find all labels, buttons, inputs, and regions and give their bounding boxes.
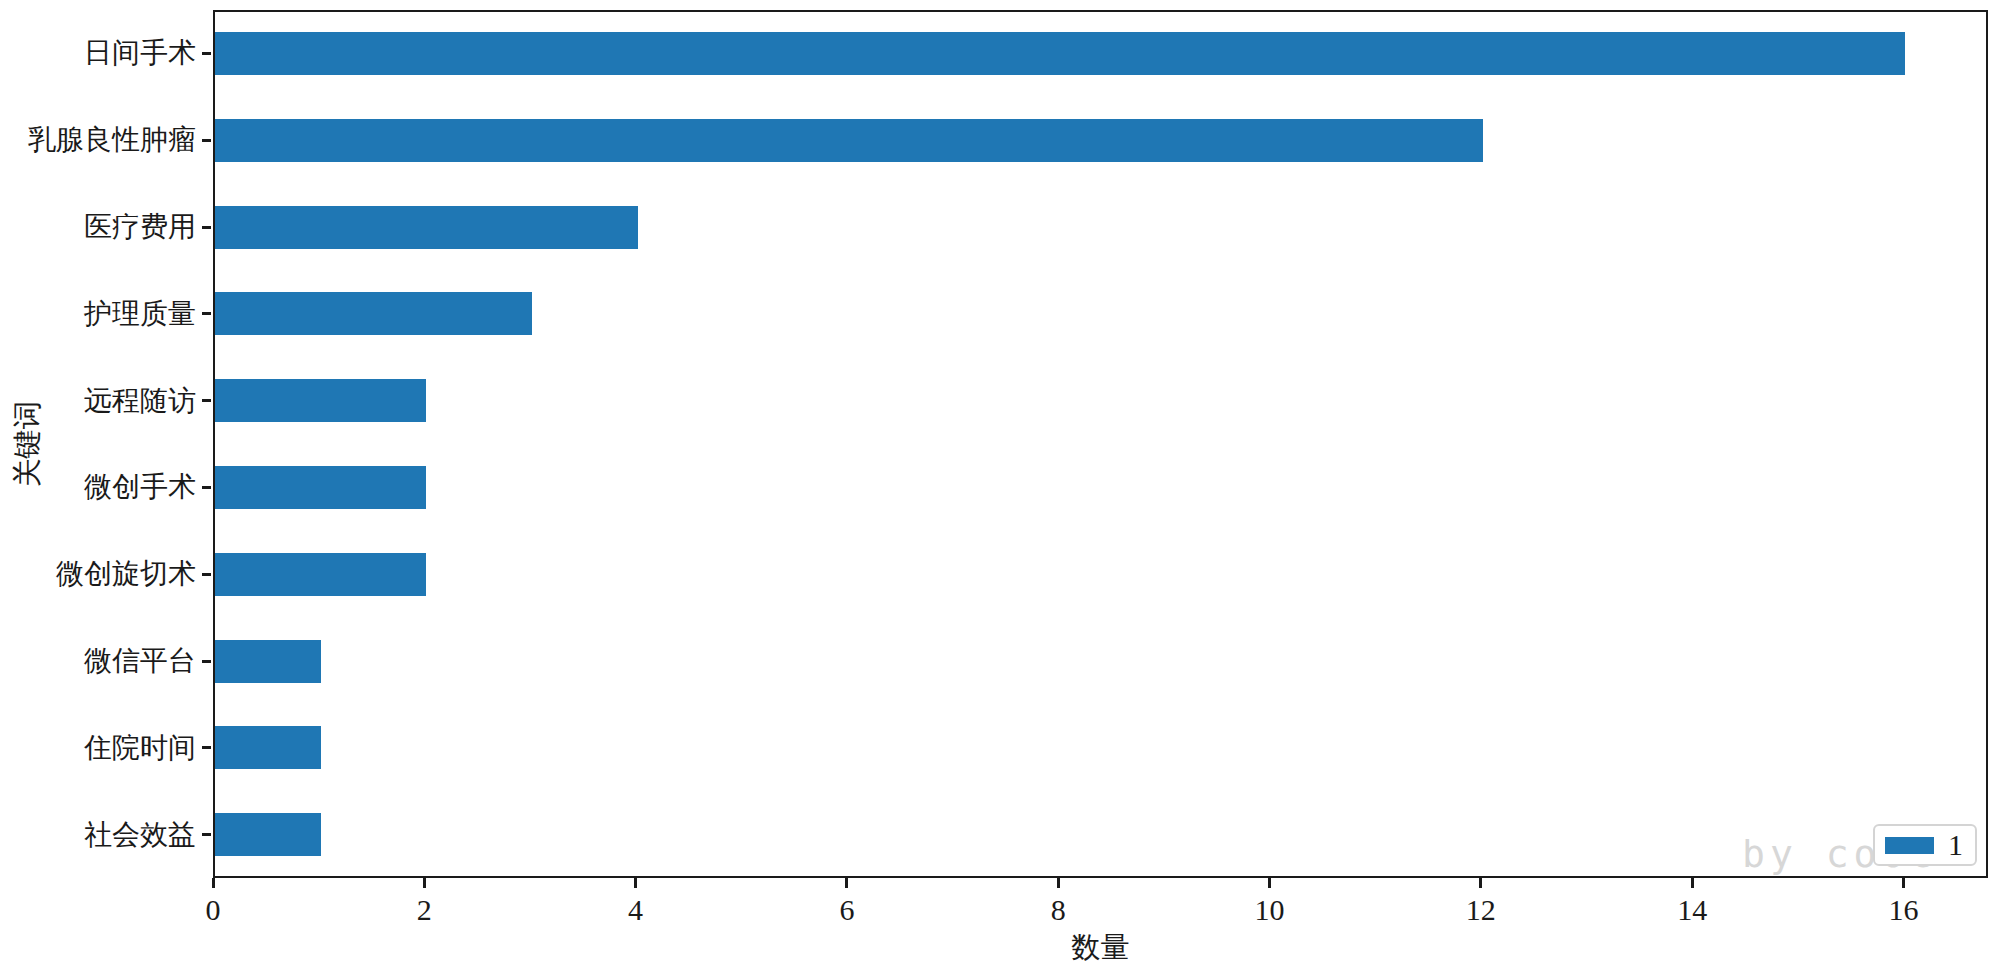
legend: 1 (1873, 824, 1977, 866)
y-tick-mark (202, 226, 211, 229)
plot-area (213, 10, 1988, 878)
y-category-label: 远程随访 (0, 387, 196, 415)
x-tick-mark (212, 878, 215, 888)
y-category-label: 乳腺良性肿瘤 (0, 126, 196, 154)
x-axis-title: 数量 (213, 928, 1988, 961)
x-tick-mark (1902, 878, 1905, 888)
y-tick-mark (202, 746, 211, 749)
bar-住院时间 (215, 726, 321, 769)
y-tick-mark (202, 660, 211, 663)
bar-社会效益 (215, 813, 321, 856)
x-tick-mark (1268, 878, 1271, 888)
bar-微创手术 (215, 466, 426, 509)
x-tick-mark (1691, 878, 1694, 888)
x-tick-mark (1479, 878, 1482, 888)
x-tick-label: 8 (1051, 893, 1066, 927)
x-tick-label: 4 (628, 893, 643, 927)
x-tick-mark (634, 878, 637, 888)
y-tick-mark (202, 52, 211, 55)
x-tick-label: 12 (1466, 893, 1496, 927)
y-tick-mark (202, 399, 211, 402)
bar-微创旋切术 (215, 553, 426, 596)
legend-swatch-icon (1885, 837, 1934, 854)
x-tick-label: 14 (1677, 893, 1707, 927)
x-tick-label: 10 (1255, 893, 1285, 927)
x-tick-label: 0 (206, 893, 221, 927)
bar-远程随访 (215, 379, 426, 422)
y-category-label: 微创旋切术 (0, 560, 196, 588)
y-category-label: 住院时间 (0, 734, 196, 762)
bar-乳腺良性肿瘤 (215, 119, 1483, 162)
x-tick-mark (423, 878, 426, 888)
bar-护理质量 (215, 292, 532, 335)
x-tick-label: 16 (1888, 893, 1918, 927)
legend-label: 1 (1948, 828, 1963, 862)
bar-医疗费用 (215, 206, 638, 249)
x-tick-mark (845, 878, 848, 888)
y-tick-mark (202, 573, 211, 576)
y-tick-mark (202, 486, 211, 489)
y-category-label: 医疗费用 (0, 213, 196, 241)
y-category-label: 社会效益 (0, 821, 196, 849)
y-category-label: 微信平台 (0, 647, 196, 675)
x-tick-mark (1057, 878, 1060, 888)
y-tick-mark (202, 139, 211, 142)
y-tick-mark (202, 833, 211, 836)
bar-chart-figure: 关键词 日间手术乳腺良性肿瘤医疗费用护理质量远程随访微创手术微创旋切术微信平台住… (0, 0, 2000, 961)
x-tick-label: 2 (417, 893, 432, 927)
y-category-label: 日间手术 (0, 39, 196, 67)
bars-container (215, 12, 1986, 876)
x-tick-label: 6 (839, 893, 854, 927)
bar-微信平台 (215, 640, 321, 683)
y-category-label: 护理质量 (0, 300, 196, 328)
bar-日间手术 (215, 32, 1905, 75)
y-category-label: 微创手术 (0, 473, 196, 501)
y-tick-mark (202, 312, 211, 315)
